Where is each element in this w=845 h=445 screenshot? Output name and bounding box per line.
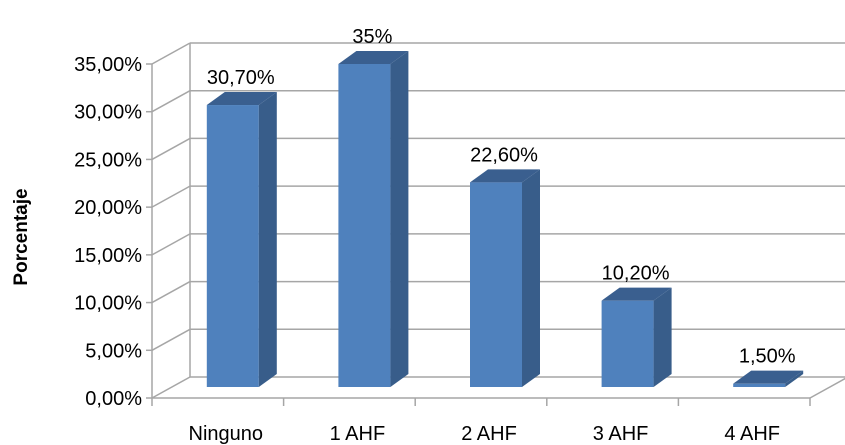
- gridline-side-1: [151, 328, 191, 351]
- gridline-side-4: [151, 185, 191, 208]
- data-label-3: 10,20%: [602, 263, 670, 285]
- x-tick-label-3: 3 AHF: [593, 423, 649, 445]
- data-label-4: 1,50%: [739, 346, 796, 368]
- bar-side-1: [390, 51, 409, 387]
- bar-front-1: [338, 64, 391, 387]
- bar-front-0: [206, 105, 259, 387]
- gridline-side-3: [151, 233, 191, 256]
- bar-top-3: [601, 287, 672, 301]
- y-tick-label-1: 5,00%: [85, 340, 142, 362]
- bar-top-1: [338, 51, 409, 64]
- bar-top-4: [733, 370, 804, 384]
- gridline-side-2: [151, 280, 191, 304]
- bar-top-0: [206, 92, 277, 106]
- gridline-side-5: [151, 137, 191, 161]
- data-label-0: 30,70%: [207, 67, 275, 89]
- data-label-2: 22,60%: [470, 144, 538, 166]
- floor-right-edge: [809, 377, 845, 399]
- bar-side-4: [785, 370, 804, 387]
- x-tick-label-2: 2 AHF: [461, 423, 517, 445]
- bar-top-2: [470, 169, 540, 183]
- y-tick-label-5: 25,00%: [74, 149, 142, 171]
- bar-front-2: [470, 182, 522, 387]
- y-tick-label-0: 0,00%: [85, 388, 142, 410]
- bar-side-2: [522, 169, 540, 387]
- y-axis-label: Porcentaje: [11, 188, 32, 285]
- y-tick-label-4: 20,00%: [74, 197, 142, 219]
- x-tick-label-0: Ninguno: [189, 423, 264, 445]
- bar-side-3: [653, 287, 672, 387]
- gridline-side-0: [151, 376, 191, 399]
- bar-front-3: [601, 300, 654, 387]
- y-tick-label-3: 15,00%: [74, 245, 142, 267]
- x-tick-label-1: 1 AHF: [330, 423, 386, 445]
- gridline-side-6: [151, 90, 191, 113]
- y-tick-label-6: 30,00%: [74, 102, 142, 124]
- y-tick-label-7: 35,00%: [74, 54, 142, 76]
- bar-side-0: [258, 92, 277, 387]
- bar-front-4: [733, 383, 786, 387]
- y-tick-label-2: 10,00%: [74, 293, 142, 315]
- x-tick-label-4: 4 AHF: [724, 423, 780, 445]
- gridline-side-7: [151, 42, 191, 65]
- data-label-1: 35%: [352, 26, 392, 48]
